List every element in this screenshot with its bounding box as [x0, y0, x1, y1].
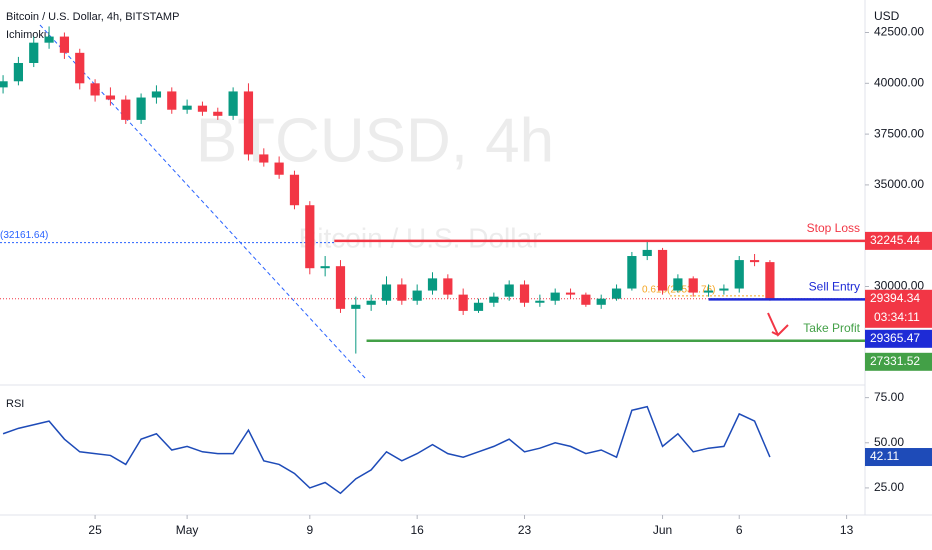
rsi-tick-label: 75.00	[874, 390, 904, 404]
candle-body	[151, 91, 162, 98]
candle-body	[320, 266, 330, 269]
rsi-value-bg	[865, 448, 932, 467]
currency-label: USD	[874, 9, 900, 23]
candle-body	[0, 81, 8, 88]
x-tick-label: 9	[306, 523, 313, 537]
candle-body	[719, 288, 729, 291]
fib-label: (32161.64)	[0, 230, 48, 241]
x-tick-label: 25	[88, 523, 102, 537]
candle-body	[259, 154, 269, 163]
candle-body	[642, 249, 652, 257]
candle-body	[397, 284, 407, 301]
candle-body	[627, 256, 637, 289]
candle-body	[765, 262, 775, 299]
rsi-tick-label: 25.00	[874, 480, 904, 494]
candle-body	[581, 294, 591, 305]
candle-body	[703, 290, 714, 293]
rsi-line	[2, 405, 771, 495]
chart-title: Bitcoin / U.S. Dollar, 4h, BITSTAMP	[6, 11, 179, 23]
candle-body	[366, 300, 376, 305]
candle-body	[274, 162, 284, 175]
candle-body	[749, 260, 760, 263]
candle-body	[305, 205, 315, 269]
candle-body	[381, 284, 392, 301]
x-tick-label: 6	[736, 523, 743, 537]
x-tick-label: Jun	[653, 523, 672, 537]
rsi-label: RSI	[6, 398, 24, 410]
countdown: 03:34:11	[874, 310, 920, 324]
candle-body	[611, 288, 622, 299]
x-tick-label: 16	[410, 523, 424, 537]
candle-body	[657, 249, 668, 291]
candle-body	[443, 278, 453, 295]
y-tick-label: 42500.00	[874, 25, 924, 39]
candle-body	[136, 97, 146, 120]
candle-body	[167, 91, 177, 110]
y-tick-label: 35000.00	[874, 177, 924, 191]
y-tick-label: 40000.00	[874, 75, 924, 89]
candle-body	[734, 260, 744, 289]
level-name: Stop Loss	[807, 221, 860, 235]
candle-body	[504, 284, 514, 297]
stop-loss-price: 32245.44	[870, 233, 920, 247]
sell-entry-price: 29365.47	[870, 331, 920, 345]
current-price: 29394.34	[870, 291, 920, 305]
y-tick-label: 30000.00	[874, 279, 924, 293]
candle-body	[105, 95, 116, 100]
candle-body	[29, 42, 39, 63]
take-profit-price: 27331.52	[870, 354, 920, 368]
candle-body	[121, 99, 131, 120]
candle-body	[197, 105, 208, 112]
candle-body	[44, 36, 54, 43]
sell-entry-price-bg	[865, 329, 932, 348]
y-tick-label: 37500.00	[874, 126, 924, 140]
candle-body	[351, 304, 361, 309]
candle-body	[688, 278, 698, 293]
candle-body	[550, 292, 560, 301]
arrow	[767, 312, 789, 337]
candle-body	[673, 278, 683, 291]
watermark-subtitle: Bitcoin / U.S. Dollar	[299, 222, 542, 253]
candle-body	[228, 91, 238, 116]
candle-body	[182, 105, 192, 110]
x-tick-label: 13	[840, 523, 854, 537]
candle-body	[565, 292, 576, 295]
candle-body	[59, 36, 70, 53]
candle-body	[596, 298, 606, 305]
stop-loss-price-bg	[865, 231, 932, 250]
candle-body	[458, 294, 468, 311]
take-profit-price-bg	[865, 352, 932, 371]
candle-body	[489, 296, 499, 303]
candle-body	[75, 52, 85, 84]
level-name: Sell Entry	[809, 280, 860, 294]
rsi-tick-label: 50.00	[874, 435, 904, 449]
candle-body	[535, 300, 545, 303]
candle-body	[412, 290, 422, 301]
x-tick-label: 23	[518, 523, 532, 537]
indicator-label: Ichimoku	[6, 29, 50, 41]
candle-body	[90, 83, 100, 96]
candle-body	[243, 91, 254, 155]
x-tick-label: May	[176, 523, 199, 537]
candle-body	[289, 174, 300, 206]
candle-body	[427, 278, 438, 291]
level-name: Take Profit	[803, 321, 860, 335]
candle-body	[335, 266, 346, 309]
candle-body	[13, 62, 24, 82]
candle-body	[519, 284, 530, 303]
current-price-bg	[865, 289, 932, 328]
rsi-value: 42.11	[870, 449, 899, 463]
candle-body	[213, 111, 223, 116]
watermark: BTCUSD, 4h	[196, 106, 554, 175]
candle-body	[473, 302, 484, 311]
